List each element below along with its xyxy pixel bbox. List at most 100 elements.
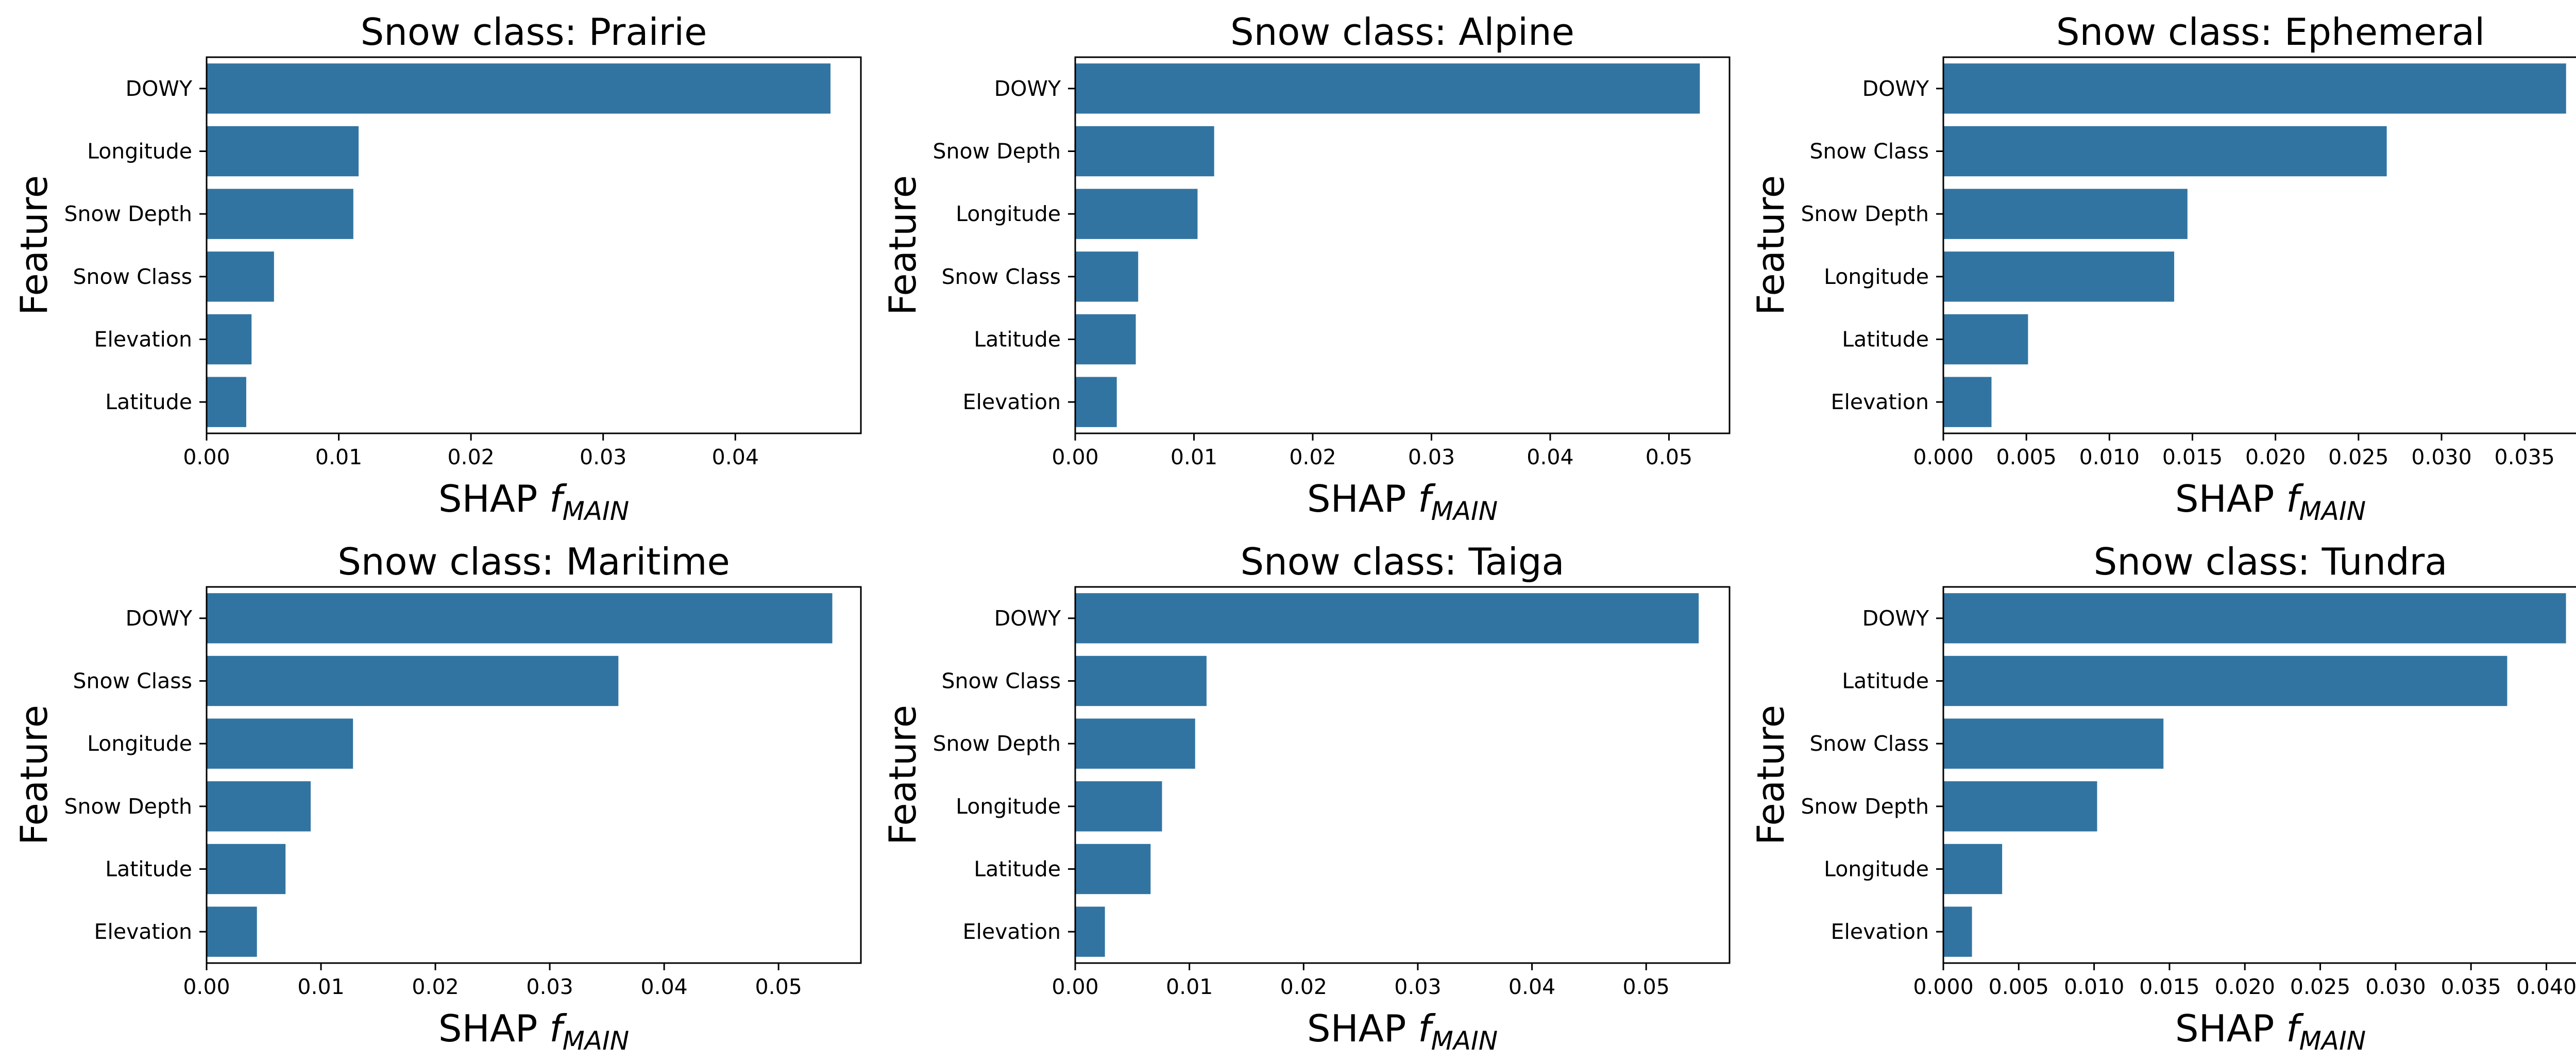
y-tick-label: Snow Class: [73, 264, 192, 289]
y-tick-label: Latitude: [974, 857, 1061, 882]
bar-dowy: [1943, 63, 2566, 114]
bar-snow-class: [207, 251, 274, 302]
x-axis-label-subscript: MAIN: [2299, 1026, 2366, 1056]
bar-snow-depth: [1075, 126, 1214, 177]
x-tick-label: 0.025: [2328, 445, 2388, 469]
bar-elevation: [1943, 906, 1972, 957]
bar-dowy: [1075, 63, 1700, 114]
x-tick-label: 0.04: [712, 445, 759, 469]
bar-snow-class: [1075, 251, 1139, 302]
x-tick-label: 0.035: [2441, 974, 2501, 999]
x-tick-label: 0.03: [526, 974, 573, 999]
x-tick-label: 0.000: [1913, 445, 1973, 469]
x-tick-label: 0.02: [1289, 445, 1336, 469]
y-tick-label: Elevation: [1831, 919, 1929, 944]
bar-snow-class: [1943, 126, 2387, 177]
bar-snow-depth: [1075, 718, 1195, 769]
axes-frame: [206, 586, 862, 964]
x-tick-label: 0.03: [1408, 445, 1455, 469]
x-tick-label: 0.02: [1280, 974, 1327, 999]
x-tick-label: 0.00: [183, 974, 230, 999]
y-tick-label: Elevation: [1831, 390, 1929, 414]
y-tick-label: Longitude: [1824, 264, 1929, 289]
y-tick-label: Longitude: [87, 731, 192, 756]
bar-elevation: [1075, 906, 1105, 957]
y-tick-label: DOWY: [126, 606, 193, 631]
bar-longitude: [1075, 189, 1198, 239]
bar-longitude: [207, 126, 359, 177]
y-tick-label: Longitude: [956, 794, 1061, 819]
axes-frame: [1942, 586, 2576, 964]
y-tick-label: Elevation: [963, 919, 1061, 944]
bar-elevation: [1943, 377, 1992, 427]
x-axis-label: SHAP fMAIN: [1307, 477, 1498, 526]
y-tick-label: DOWY: [126, 76, 193, 101]
x-tick-label: 0.000: [1913, 974, 1973, 999]
subplot-title: Snow class: Ephemeral: [2056, 10, 2485, 54]
x-axis-label: SHAP fMAIN: [438, 1007, 629, 1056]
x-tick-label: 0.035: [2494, 445, 2554, 469]
bar-snow-class: [1943, 718, 2164, 769]
x-tick-label: 0.01: [315, 445, 362, 469]
y-tick-label: Elevation: [94, 327, 192, 352]
subplot-5: DOWY Snow Class Snow Depth Longitude Latitud…: [881, 540, 1731, 1056]
y-axis-label: Feature: [12, 705, 56, 845]
y-tick-label: Elevation: [94, 919, 192, 944]
x-axis-label-text: SHAP: [438, 1007, 549, 1050]
y-tick-label: Snow Class: [1809, 731, 1929, 756]
y-tick-label: Snow Class: [941, 264, 1061, 289]
x-axis-label-subscript: MAIN: [1431, 496, 1498, 526]
bar-elevation: [1075, 377, 1117, 427]
x-tick-label: 0.02: [412, 974, 459, 999]
x-axis-label: SHAP fMAIN: [438, 477, 629, 526]
bar-dowy: [207, 63, 831, 114]
x-axis-label: SHAP fMAIN: [2175, 1007, 2366, 1056]
x-tick-label: 0.030: [2411, 445, 2471, 469]
bar-snow-depth: [207, 189, 353, 239]
x-axis-label-text: SHAP: [438, 477, 549, 520]
x-tick-label: 0.010: [2064, 974, 2124, 999]
subplot-4: DOWY Snow Class Longitude Snow Depth Latitud…: [12, 540, 862, 1056]
axes-frame: [206, 56, 862, 434]
x-axis-label-subscript: MAIN: [563, 1026, 630, 1056]
y-tick-label: Longitude: [87, 139, 192, 164]
bar-elevation: [207, 906, 257, 957]
y-tick-label: Latitude: [974, 327, 1061, 352]
bar-longitude: [1943, 251, 2175, 302]
x-tick-label: 0.025: [2290, 974, 2350, 999]
x-tick-label: 0.010: [2079, 445, 2140, 469]
bar-latitude: [1943, 314, 2028, 365]
x-tick-label: 0.00: [1052, 974, 1098, 999]
x-tick-label: 0.005: [1989, 974, 2049, 999]
bar-latitude: [1075, 314, 1136, 365]
y-tick-label: DOWY: [1862, 606, 1929, 631]
subplot-1: DOWY Longitude Snow Depth Snow Class Elevati…: [12, 10, 862, 526]
y-tick-label: Latitude: [1842, 327, 1929, 352]
y-tick-label: Latitude: [105, 390, 192, 414]
bar-snow-class: [1075, 655, 1207, 706]
subplot-title: Snow class: Maritime: [337, 540, 730, 583]
x-axis-label-subscript: MAIN: [2299, 496, 2366, 526]
bar-latitude: [1075, 844, 1151, 895]
subplot-title: Snow class: Prairie: [361, 10, 707, 54]
x-tick-label: 0.01: [297, 974, 344, 999]
y-tick-label: Longitude: [956, 201, 1061, 226]
axes-frame: [1074, 56, 1731, 434]
subplot-title: Snow class: Tundra: [2094, 540, 2448, 583]
x-tick-label: 0.05: [755, 974, 802, 999]
x-tick-label: 0.020: [2215, 974, 2275, 999]
x-axis-label: SHAP fMAIN: [2175, 477, 2366, 526]
x-tick-label: 0.015: [2162, 445, 2223, 469]
y-tick-label: Snow Depth: [1801, 794, 1929, 819]
x-tick-label: 0.01: [1171, 445, 1217, 469]
y-tick-label: Latitude: [105, 857, 192, 882]
bar-longitude: [1075, 781, 1162, 832]
y-tick-label: Snow Depth: [1801, 201, 1929, 226]
x-tick-label: 0.020: [2245, 445, 2306, 469]
y-tick-label: Snow Depth: [64, 201, 192, 226]
x-axis-label: SHAP fMAIN: [1307, 1007, 1498, 1056]
x-tick-label: 0.05: [1646, 445, 1692, 469]
subplot-6: DOWY Latitude Snow Class Snow Depth Longitud…: [1749, 540, 2576, 1056]
y-tick-label: Snow Depth: [933, 139, 1061, 164]
